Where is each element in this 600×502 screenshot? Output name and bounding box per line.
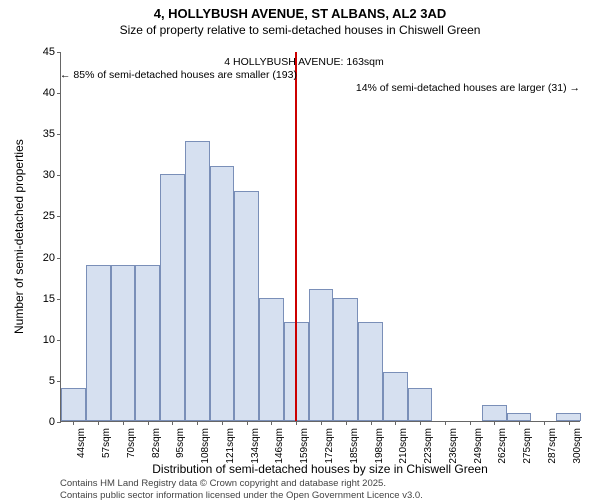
plot-area: 051015202530354045: [60, 52, 580, 422]
y-tick-mark: [57, 299, 61, 300]
plot-wrap: 051015202530354045 4 HOLLYBUSH AVENUE: 1…: [60, 52, 580, 422]
y-tick-mark: [57, 175, 61, 176]
histogram-bar: [185, 141, 210, 421]
histogram-bar: [309, 289, 334, 421]
x-tick-label: 287sqm: [547, 428, 558, 464]
y-tick-mark: [57, 258, 61, 259]
x-tick-mark: [420, 421, 421, 425]
x-tick-label: 159sqm: [299, 428, 310, 464]
y-tick-mark: [57, 134, 61, 135]
footnote: Contains HM Land Registry data © Crown c…: [60, 478, 423, 502]
x-tick-mark: [247, 421, 248, 425]
x-tick-label: 44sqm: [76, 428, 87, 458]
histogram-bar: [358, 322, 383, 421]
x-tick-mark: [569, 421, 570, 425]
annot-line3: 14% of semi-detached houses are larger (…: [184, 82, 580, 95]
y-axis-label: Number of semi-detached properties: [12, 52, 26, 422]
y-tick-mark: [57, 340, 61, 341]
x-tick-mark: [148, 421, 149, 425]
x-tick-label: 121sqm: [225, 428, 236, 464]
y-tick-mark: [57, 422, 61, 423]
x-tick-mark: [445, 421, 446, 425]
footnote-line1: Contains HM Land Registry data © Crown c…: [60, 478, 423, 490]
x-tick-label: 185sqm: [349, 428, 360, 464]
x-tick-mark: [494, 421, 495, 425]
x-tick-label: 210sqm: [398, 428, 409, 464]
x-tick-mark: [544, 421, 545, 425]
histogram-bar: [556, 413, 581, 421]
x-tick-mark: [73, 421, 74, 425]
histogram-bar: [160, 174, 185, 421]
x-tick-label: 82sqm: [151, 428, 162, 458]
x-tick-label: 236sqm: [448, 428, 459, 464]
histogram-bar: [507, 413, 532, 421]
x-tick-mark: [222, 421, 223, 425]
histogram-bar: [259, 298, 284, 421]
x-tick-label: 57sqm: [101, 428, 112, 458]
histogram-bar: [333, 298, 358, 421]
x-tick-label: 262sqm: [497, 428, 508, 464]
x-tick-label: 146sqm: [274, 428, 285, 464]
histogram-bar: [111, 265, 136, 421]
x-tick-label: 300sqm: [572, 428, 583, 464]
x-tick-mark: [321, 421, 322, 425]
histogram-bar: [383, 372, 408, 421]
histogram-bar: [408, 388, 433, 421]
y-tick-mark: [57, 216, 61, 217]
x-tick-label: 172sqm: [324, 428, 335, 464]
x-tick-mark: [395, 421, 396, 425]
chart-subtitle: Size of property relative to semi-detach…: [0, 23, 600, 41]
x-tick-label: 198sqm: [374, 428, 385, 464]
x-tick-mark: [519, 421, 520, 425]
x-tick-mark: [98, 421, 99, 425]
histogram-bar: [210, 166, 235, 421]
x-tick-label: 108sqm: [200, 428, 211, 464]
x-tick-mark: [296, 421, 297, 425]
x-tick-mark: [123, 421, 124, 425]
reference-line: [295, 52, 297, 421]
histogram-bar: [234, 191, 259, 421]
x-axis-label: Distribution of semi-detached houses by …: [60, 462, 580, 476]
x-tick-label: 70sqm: [126, 428, 137, 458]
histogram-bar: [61, 388, 86, 421]
annot-line1: 4 HOLLYBUSH AVENUE: 163sqm: [204, 56, 404, 69]
x-tick-mark: [271, 421, 272, 425]
chart-title: 4, HOLLYBUSH AVENUE, ST ALBANS, AL2 3AD: [0, 0, 600, 23]
x-tick-mark: [172, 421, 173, 425]
x-tick-mark: [346, 421, 347, 425]
y-tick-mark: [57, 52, 61, 53]
x-tick-label: 249sqm: [473, 428, 484, 464]
histogram-bar: [482, 405, 507, 421]
reference-annotation: 4 HOLLYBUSH AVENUE: 163sqm ← 85% of semi…: [60, 56, 580, 95]
histogram-bar: [135, 265, 160, 421]
x-tick-mark: [470, 421, 471, 425]
x-tick-label: 134sqm: [250, 428, 261, 464]
x-tick-label: 275sqm: [522, 428, 533, 464]
x-tick-mark: [197, 421, 198, 425]
histogram-bar: [86, 265, 111, 421]
x-tick-label: 223sqm: [423, 428, 434, 464]
annot-line2: ← 85% of semi-detached houses are smalle…: [60, 69, 580, 82]
x-tick-label: 95sqm: [175, 428, 186, 458]
x-tick-mark: [371, 421, 372, 425]
y-tick-mark: [57, 381, 61, 382]
